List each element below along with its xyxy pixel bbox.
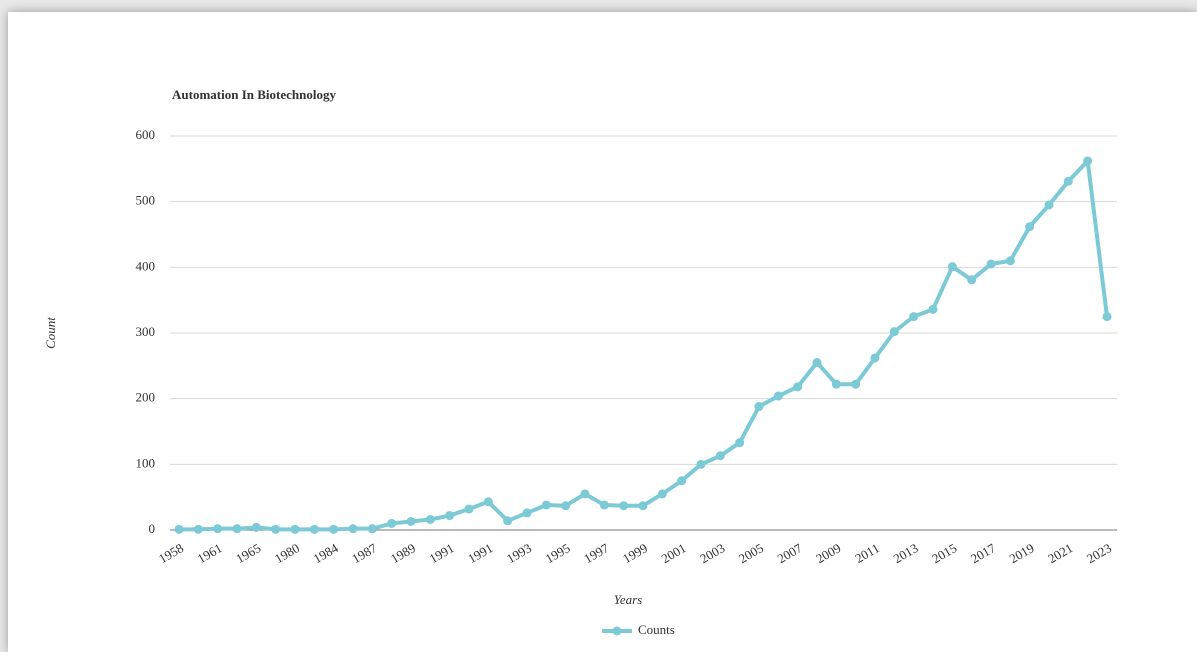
data-point <box>967 275 977 285</box>
data-point <box>464 504 474 514</box>
x-tick-label: 1997 <box>581 540 611 566</box>
data-point <box>870 353 880 363</box>
data-point <box>561 501 571 511</box>
x-tick-label: 1980 <box>272 540 302 566</box>
data-point <box>638 501 648 511</box>
data-point <box>522 508 532 518</box>
data-point <box>329 524 339 534</box>
y-tick-label: 0 <box>149 521 156 536</box>
data-point <box>677 476 687 486</box>
x-tick-label: 2003 <box>697 540 727 566</box>
chart-title: Automation In Biotechnology <box>172 87 336 102</box>
data-point <box>773 391 783 401</box>
data-point <box>715 451 725 461</box>
x-tick-label: 1991 <box>427 540 457 566</box>
x-tick-label: 1984 <box>311 540 341 566</box>
x-tick-label: 2005 <box>736 540 766 566</box>
data-point <box>367 524 377 534</box>
data-point <box>1063 176 1073 186</box>
data-point <box>503 516 513 526</box>
x-tick-label: 2007 <box>775 540 805 566</box>
data-point <box>793 382 803 392</box>
x-tick-label: 2017 <box>968 540 998 566</box>
data-point <box>251 522 261 532</box>
data-point <box>831 379 841 389</box>
data-point <box>445 511 455 521</box>
x-tick-label: 2023 <box>1084 540 1114 566</box>
data-point <box>580 489 590 499</box>
x-tick-label: 2021 <box>1045 540 1075 566</box>
data-point <box>425 514 435 524</box>
data-point <box>174 524 184 534</box>
data-point <box>213 524 223 534</box>
y-tick-label: 400 <box>136 258 156 273</box>
x-tick-label: 1995 <box>543 540 573 566</box>
data-point <box>754 402 764 412</box>
data-point <box>928 304 938 314</box>
data-point <box>1083 156 1093 166</box>
data-point <box>947 262 957 272</box>
data-point <box>851 379 861 389</box>
data-point <box>290 524 300 534</box>
x-tick-label: 2001 <box>659 540 689 566</box>
data-point <box>909 312 919 322</box>
data-point <box>193 524 203 534</box>
data-point <box>271 524 281 534</box>
x-tick-label: 1991 <box>465 540 495 566</box>
data-point <box>309 524 319 534</box>
x-tick-label: 1961 <box>195 540 225 566</box>
y-tick-label: 500 <box>136 193 156 208</box>
y-tick-label: 300 <box>136 324 156 339</box>
x-tick-label: 1987 <box>349 540 379 566</box>
x-tick-label: 2015 <box>929 540 959 566</box>
data-point <box>889 327 899 337</box>
data-point <box>657 489 667 499</box>
data-point <box>696 459 706 469</box>
data-point <box>232 524 242 534</box>
x-tick-label: 2009 <box>813 540 843 566</box>
legend-label: Counts <box>638 622 675 637</box>
y-axis-label: Count <box>43 317 58 349</box>
data-point <box>812 358 822 368</box>
x-tick-label: 1989 <box>388 540 418 566</box>
data-point <box>1025 222 1035 232</box>
data-point <box>1005 256 1015 266</box>
x-tick-label: 2019 <box>1007 540 1037 566</box>
data-point <box>735 438 745 448</box>
x-tick-label: 1958 <box>156 540 186 566</box>
y-tick-label: 100 <box>136 455 156 470</box>
data-point <box>483 497 493 507</box>
x-tick-label: 1993 <box>504 540 534 566</box>
x-tick-label: 1999 <box>620 540 650 566</box>
y-tick-label: 200 <box>136 390 156 405</box>
frame <box>8 12 1197 652</box>
legend-swatch-dot <box>612 626 622 636</box>
data-point <box>387 518 397 528</box>
x-tick-label: 1965 <box>233 540 263 566</box>
series-line <box>179 158 1109 532</box>
y-tick-label: 600 <box>136 127 156 142</box>
data-point <box>1102 312 1112 322</box>
data-point <box>406 516 416 526</box>
x-tick-label: 2011 <box>852 540 882 566</box>
data-point <box>599 500 609 510</box>
data-point <box>619 501 629 511</box>
data-point <box>1044 200 1054 210</box>
x-tick-label: 2013 <box>891 540 921 566</box>
x-axis-label: Years <box>614 592 642 607</box>
data-point <box>541 500 551 510</box>
data-point <box>348 524 358 534</box>
data-point <box>986 259 996 269</box>
